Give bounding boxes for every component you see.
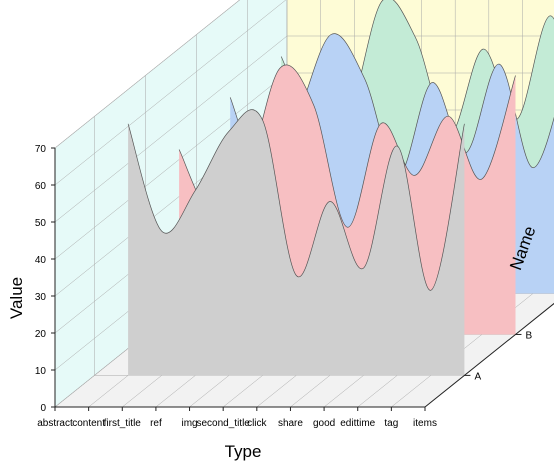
y-axis-title: Value — [7, 277, 26, 319]
side-grid-line — [54, 72, 288, 260]
y-tick-label: 60 — [35, 181, 47, 192]
z-tick-label: A — [474, 371, 481, 382]
x-tick-label: edittime — [340, 418, 375, 429]
y-tick-label: 40 — [35, 255, 47, 266]
x-tick-label: tag — [384, 418, 398, 429]
x-axis-title: Type — [225, 442, 262, 461]
series-A-area — [128, 109, 465, 376]
y-tick-label: 70 — [35, 144, 47, 155]
x-tick-label: items — [413, 418, 437, 429]
x-tick-label: img — [181, 418, 197, 429]
x-tick-label: content — [72, 418, 105, 429]
x-tick-label: share — [278, 418, 303, 429]
x-tick-label: abstract — [37, 418, 73, 429]
y-tick-label: 20 — [35, 329, 47, 340]
x-tick-label: ref — [150, 418, 162, 429]
y-tick-label: 50 — [35, 218, 47, 229]
z-axis-line — [424, 302, 554, 408]
y-tick-label: 30 — [35, 292, 47, 303]
side-grid-line — [54, 0, 241, 149]
z-tick-label: B — [525, 330, 532, 341]
x-tick-label: good — [313, 418, 335, 429]
y-tick-label: 0 — [40, 403, 46, 414]
side-grid-line — [54, 0, 287, 186]
x-tick-label: first_title — [104, 418, 142, 429]
x-tick-label: click — [247, 418, 267, 429]
y-tick-label: 10 — [35, 366, 47, 377]
series-A-line — [127, 109, 465, 291]
side-grid-line — [54, 35, 288, 223]
x-tick-label: second_title — [196, 418, 250, 429]
